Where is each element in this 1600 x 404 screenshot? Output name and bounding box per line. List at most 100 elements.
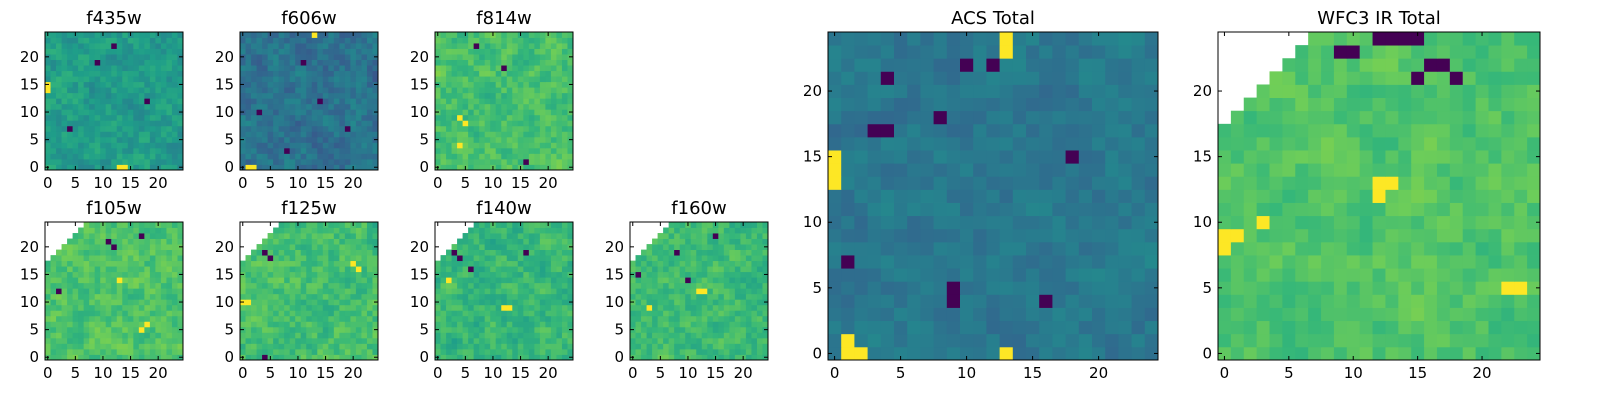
heatmap-cell (301, 244, 307, 250)
heatmap-cell (707, 343, 713, 349)
heatmap-cell (702, 228, 708, 234)
heatmap-cell (474, 65, 480, 71)
heatmap-cell (284, 250, 290, 256)
heatmap-cell (435, 277, 441, 283)
heatmap-cell (273, 54, 279, 60)
heatmap-cell (947, 150, 961, 164)
heatmap-cell (139, 316, 145, 322)
heatmap-cell (518, 261, 524, 267)
heatmap-cell (441, 98, 447, 104)
heatmap-cell (111, 349, 117, 355)
heatmap-cell (45, 310, 51, 316)
heatmap-cell (562, 244, 568, 250)
heatmap-cell (685, 338, 691, 344)
heatmap-cell (540, 228, 546, 234)
heatmap-cell (441, 153, 447, 159)
heatmap-cell (735, 272, 741, 278)
heatmap-cell (100, 316, 106, 322)
heatmap-cell (317, 316, 323, 322)
heatmap-cell (523, 228, 529, 234)
heatmap-cell (1052, 268, 1066, 282)
heatmap-cell (117, 283, 123, 289)
heatmap-cell (312, 49, 318, 55)
heatmap-cell (144, 272, 150, 278)
heatmap-cell (295, 104, 301, 110)
heatmap-cell (67, 299, 73, 305)
heatmap-cell (479, 283, 485, 289)
heatmap-cell (960, 229, 974, 243)
heatmap-cell (529, 87, 535, 93)
heatmap-cell (474, 332, 480, 338)
heatmap-cell (117, 54, 123, 60)
heatmap-cell (868, 176, 882, 190)
heatmap-cell (73, 49, 79, 55)
heatmap-cell (301, 266, 307, 272)
heatmap-cell (172, 305, 178, 311)
heatmap-cell (474, 250, 480, 256)
heatmap-cell (328, 283, 334, 289)
heatmap-cell (446, 159, 452, 165)
heatmap-cell (51, 159, 57, 165)
heatmap-cell (345, 266, 351, 272)
heatmap-cell (1105, 137, 1119, 151)
heatmap-cell (268, 255, 274, 261)
heatmap-cell (468, 266, 474, 272)
heatmap-cell (463, 137, 469, 143)
heatmap-cell (496, 349, 502, 355)
heatmap-cell (1105, 255, 1119, 269)
heatmap-cell (144, 82, 150, 88)
heatmap-cell (279, 71, 285, 77)
heatmap-cell (279, 299, 285, 305)
heatmap-cell (529, 54, 535, 60)
heatmap-cell (934, 347, 948, 361)
heatmap-cell (881, 334, 895, 348)
heatmap-cell (345, 255, 351, 261)
heatmap-cell (73, 131, 79, 137)
heatmap-cell (562, 283, 568, 289)
heatmap-cell (729, 239, 735, 245)
heatmap-cell (529, 244, 535, 250)
heatmap-cell (518, 233, 524, 239)
heatmap-cell (663, 239, 669, 245)
heatmap-cell (301, 76, 307, 82)
heatmap-cell (669, 272, 675, 278)
heatmap-cell (1118, 294, 1132, 308)
heatmap-cell (463, 159, 469, 165)
heatmap-cell (246, 126, 252, 132)
heatmap-cell (295, 76, 301, 82)
heatmap-cell (534, 148, 540, 154)
heatmap-cell (328, 332, 334, 338)
heatmap-cell (452, 266, 458, 272)
heatmap-cell (323, 43, 329, 49)
heatmap-cell (246, 54, 252, 60)
heatmap-cell (89, 54, 95, 60)
heatmap-cell (636, 294, 642, 300)
heatmap-cell (468, 255, 474, 261)
heatmap-cell (1026, 229, 1040, 243)
heatmap-cell (89, 32, 95, 38)
heatmap-cell (133, 104, 139, 110)
heatmap-cell (301, 32, 307, 38)
heatmap-cell (740, 239, 746, 245)
heatmap-cell (251, 43, 257, 49)
heatmap-cell (441, 120, 447, 126)
heatmap-cell (947, 308, 961, 322)
heatmap-cell (150, 60, 156, 66)
heatmap-cell (279, 93, 285, 99)
heatmap-cell (155, 277, 161, 283)
heatmap-cell (350, 244, 356, 250)
heatmap-cell (868, 137, 882, 151)
heatmap-cell (523, 71, 529, 77)
heatmap-cell (735, 305, 741, 311)
heatmap-cell (295, 65, 301, 71)
heatmap-cell (139, 38, 145, 44)
y-tick-label: 0 (224, 348, 234, 366)
heatmap-cell (1132, 203, 1146, 217)
heatmap-cell (139, 321, 145, 327)
heatmap-cell (240, 321, 246, 327)
heatmap-cell (512, 82, 518, 88)
heatmap-cell (144, 321, 150, 327)
heatmap-cell (56, 104, 62, 110)
heatmap-cell (334, 65, 340, 71)
heatmap-cell (501, 277, 507, 283)
